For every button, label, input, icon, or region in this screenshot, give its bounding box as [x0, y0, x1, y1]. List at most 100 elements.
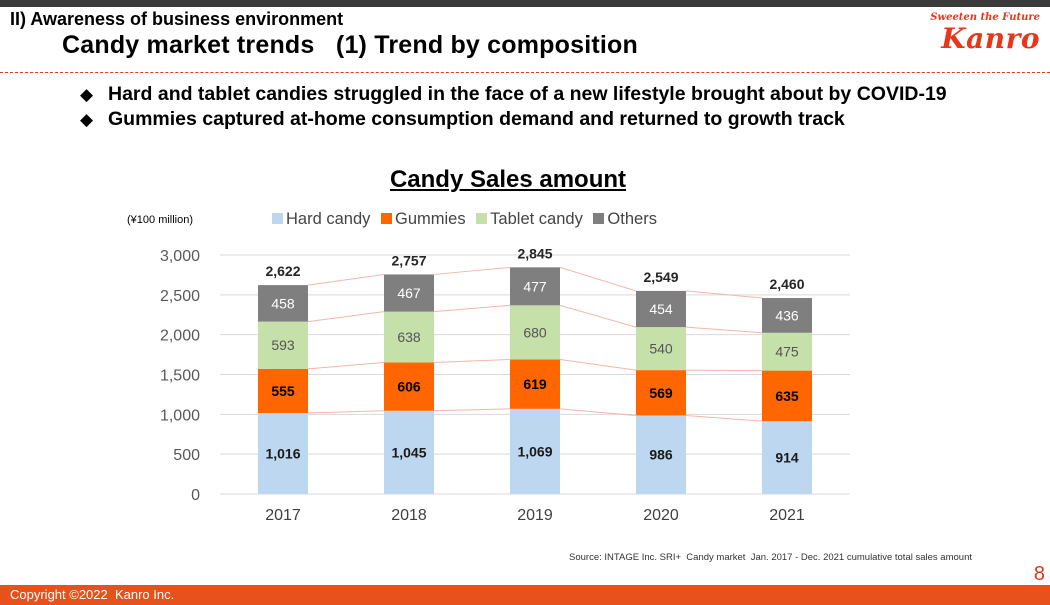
- total-label: 2,845: [517, 245, 552, 261]
- legend-item-tablet-candy: Tablet candy: [476, 210, 583, 229]
- y-tick-label: 500: [173, 447, 200, 464]
- data-label: 555: [271, 383, 295, 399]
- data-label: 458: [271, 295, 295, 311]
- series-connector-line: [685, 414, 763, 422]
- bullet-list: ◆ Hard and tablet candies struggled in th…: [80, 82, 947, 132]
- series-connector-line: [307, 273, 385, 286]
- legend-swatch: [593, 213, 605, 224]
- data-label: 1,016: [265, 446, 300, 462]
- footer-bar: Copyright ©2022 Kanro Inc.: [0, 585, 1050, 605]
- bar-segment: [258, 285, 308, 322]
- bar-segment: [258, 413, 308, 494]
- bullet-item: ◆ Hard and tablet candies struggled in th…: [80, 82, 947, 107]
- data-label: 638: [397, 329, 421, 345]
- bar-segment: [636, 290, 686, 328]
- bar-segment: [258, 368, 308, 414]
- bar-segment: [384, 410, 434, 494]
- bar-segment: [762, 421, 812, 494]
- chart-legend: Hard candy Gummies Tablet candy Others: [272, 210, 663, 229]
- bar-segment: [384, 274, 434, 312]
- data-label: 477: [523, 278, 547, 294]
- bullet-item: ◆ Gummies captured at-home consumption de…: [80, 107, 947, 132]
- series-connector-line: [433, 408, 511, 412]
- bar-segment: [510, 359, 560, 409]
- page-number: 8: [1033, 563, 1045, 585]
- series-connector-line: [685, 326, 763, 334]
- x-tick-label: 2018: [391, 507, 427, 524]
- bar-segment: [762, 370, 812, 422]
- top-bar: [0, 0, 1050, 7]
- data-label: 1,069: [517, 443, 552, 459]
- series-connector-line: [307, 361, 385, 370]
- y-tick-label: 1,000: [160, 407, 200, 424]
- data-label: 569: [649, 385, 673, 401]
- chart-unit-label: (¥100 million): [127, 214, 194, 226]
- bullet-text: Gummies captured at-home consumption dem…: [108, 108, 845, 130]
- data-label: 606: [397, 379, 421, 395]
- bar-segment: [384, 311, 434, 363]
- bullet-text: Hard and tablet candies struggled in the…: [108, 83, 947, 105]
- legend-item-gummies: Gummies: [380, 210, 466, 229]
- diamond-bullet-icon: ◆: [80, 85, 94, 104]
- page-title: Candy market trends (1) Trend by composi…: [62, 31, 638, 59]
- y-tick-label: 0: [191, 487, 200, 504]
- y-tick-label: 3,000: [160, 248, 200, 265]
- legend-label: Tablet candy: [490, 210, 583, 228]
- data-label: 986: [649, 447, 673, 463]
- legend-swatch: [272, 213, 283, 224]
- legend-label: Hard candy: [286, 210, 371, 228]
- series-connector-line: [307, 311, 385, 323]
- legend-label: Gummies: [394, 210, 466, 228]
- brand-tagline: Sweeten the Future: [930, 12, 1040, 23]
- data-label: 680: [523, 324, 547, 340]
- section-title: II) Awareness of business environment: [10, 9, 344, 29]
- bar-segment: [636, 415, 686, 494]
- y-tick-label: 2,500: [160, 288, 200, 305]
- bar-segment: [384, 362, 434, 411]
- data-label: 436: [775, 307, 799, 323]
- series-connector-line: [433, 266, 511, 275]
- data-label: 1,045: [391, 444, 426, 460]
- legend-item-hard-candy: Hard candy: [272, 210, 370, 229]
- data-label: 540: [649, 341, 673, 357]
- diamond-bullet-icon: ◆: [80, 110, 94, 129]
- series-connector-line: [433, 359, 511, 363]
- bar-segment: [636, 370, 686, 416]
- data-label: 635: [775, 388, 799, 404]
- legend-item-others: Others: [593, 210, 657, 229]
- y-tick-label: 2,000: [160, 328, 200, 345]
- series-connector-line: [685, 290, 763, 299]
- kanro-logo: Kanro: [941, 22, 1040, 55]
- source-note: Source: INTAGE Inc. SRI+ Candy market Ja…: [569, 552, 972, 563]
- series-connector-line: [559, 408, 637, 416]
- data-label: 454: [649, 301, 673, 317]
- total-label: 2,757: [391, 252, 426, 268]
- bar-segment: [510, 305, 560, 360]
- total-label: 2,549: [643, 269, 678, 285]
- total-label: 2,460: [769, 276, 804, 292]
- x-tick-label: 2017: [265, 507, 301, 524]
- data-label: 467: [397, 285, 421, 301]
- series-connector-line: [559, 266, 637, 292]
- brand-logo: Sweeten the Future Kanro: [930, 12, 1040, 55]
- bar-segment: [510, 408, 560, 494]
- bar-segment: [510, 267, 560, 306]
- x-tick-label: 2020: [643, 507, 679, 524]
- y-tick-label: 1,500: [160, 368, 200, 385]
- legend-swatch: [380, 213, 392, 224]
- data-label: 619: [523, 376, 547, 392]
- copyright-text: Copyright ©2022 Kanro Inc.: [10, 587, 175, 602]
- chart-title: Candy Sales amount: [389, 166, 627, 193]
- header-divider: [0, 72, 1050, 73]
- bar-segment: [762, 332, 812, 371]
- legend-label: Others: [607, 210, 657, 228]
- data-label: 914: [775, 450, 799, 466]
- series-connector-line: [307, 410, 385, 414]
- legend-swatch: [476, 213, 488, 224]
- bar-segment: [636, 327, 686, 371]
- series-connector-line: [433, 304, 511, 313]
- data-label: 593: [271, 337, 295, 353]
- series-connector-line: [559, 304, 637, 328]
- bar-segment: [762, 298, 812, 333]
